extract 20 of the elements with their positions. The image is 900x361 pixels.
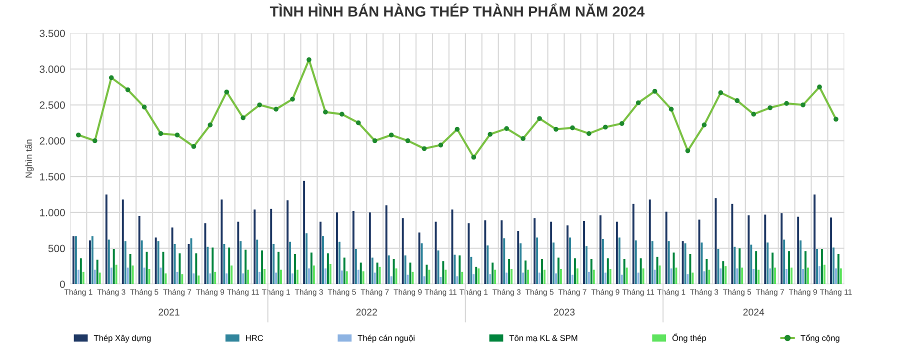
legend-label: Thép cán nguội [358, 334, 414, 343]
y-tick-label: 2.500 [40, 101, 65, 109]
y-tick-label: 500 [48, 244, 65, 252]
text: 2024 [743, 308, 764, 316]
y-tick-label: 2.000 [40, 137, 65, 145]
y-tick-label: 1.000 [40, 208, 65, 216]
legend-label: HRC [246, 335, 264, 341]
text: 2022 [356, 308, 377, 316]
text: 2021 [158, 308, 180, 316]
y-tick-label: 3.500 [40, 30, 65, 38]
y-axis-title: Nghìn tấn [24, 140, 34, 178]
chart-title: TÌNH HÌNH BÁN HÀNG THÉP THÀNH PHẨM NĂM 2024 [270, 3, 645, 17]
legend-label: Tổng cộng [800, 334, 840, 343]
legend-label: Tôn mạ KL & SPM [509, 334, 578, 342]
y-tick-label: 1.500 [40, 173, 65, 180]
y-tick-label: 3.000 [40, 66, 65, 73]
legend-label: Ống thép [672, 333, 706, 343]
text: 2023 [554, 308, 575, 316]
y-tick-label: 0 [60, 280, 65, 288]
legend-label: Thép Xây dựng [94, 334, 151, 343]
